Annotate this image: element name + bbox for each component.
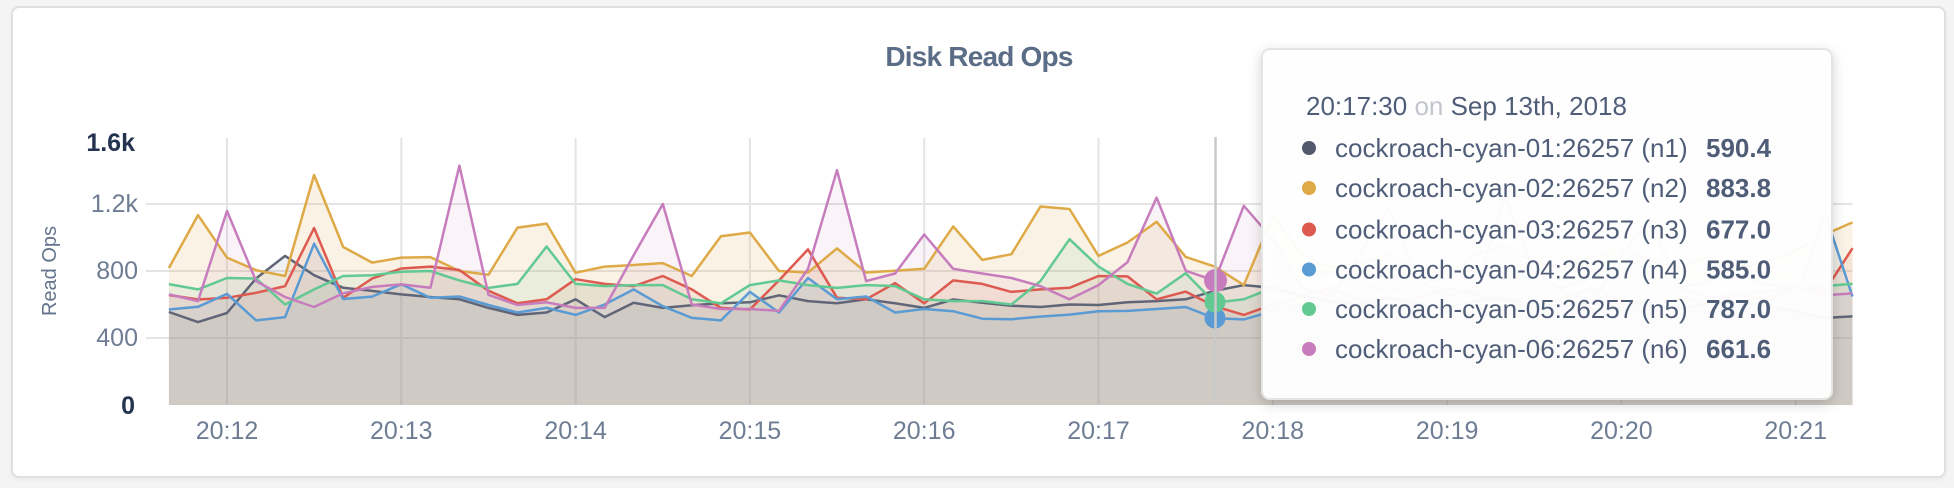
svg-text:20:15: 20:15 [719, 417, 782, 445]
svg-text:800: 800 [96, 257, 138, 285]
svg-text:1.2k: 1.2k [91, 190, 139, 218]
svg-text:20:16: 20:16 [893, 417, 956, 445]
svg-text:20:17: 20:17 [1067, 417, 1130, 445]
svg-text:787.0: 787.0 [1706, 294, 1771, 324]
svg-text:Disk Read Ops: Disk Read Ops [885, 41, 1072, 72]
svg-text:400: 400 [96, 324, 138, 352]
svg-text:20:19: 20:19 [1416, 417, 1479, 445]
svg-text:20:13: 20:13 [370, 417, 433, 445]
svg-text:20:21: 20:21 [1764, 417, 1827, 445]
svg-text:cockroach-cyan-04:26257 (n4): cockroach-cyan-04:26257 (n4) [1335, 255, 1688, 285]
svg-text:20:18: 20:18 [1242, 417, 1305, 445]
svg-text:661.6: 661.6 [1706, 334, 1771, 364]
svg-text:883.8: 883.8 [1706, 173, 1771, 203]
svg-text:cockroach-cyan-03:26257 (n3): cockroach-cyan-03:26257 (n3) [1335, 215, 1688, 245]
svg-text:20:12: 20:12 [196, 417, 259, 445]
svg-text:677.0: 677.0 [1706, 215, 1771, 245]
svg-text:1.6k: 1.6k [86, 129, 135, 157]
svg-text:cockroach-cyan-02:26257 (n2): cockroach-cyan-02:26257 (n2) [1335, 173, 1688, 203]
svg-text:20:17:30 on Sep 13th, 2018: 20:17:30 on Sep 13th, 2018 [1306, 91, 1627, 121]
svg-text:0: 0 [121, 392, 135, 420]
svg-text:Read Ops: Read Ops [39, 226, 61, 316]
svg-text:cockroach-cyan-05:26257 (n5): cockroach-cyan-05:26257 (n5) [1335, 294, 1688, 324]
svg-text:590.4: 590.4 [1706, 133, 1772, 163]
svg-text:20:14: 20:14 [544, 417, 607, 445]
svg-text:20:20: 20:20 [1590, 417, 1653, 445]
svg-text:cockroach-cyan-06:26257 (n6): cockroach-cyan-06:26257 (n6) [1335, 334, 1688, 364]
svg-text:cockroach-cyan-01:26257 (n1): cockroach-cyan-01:26257 (n1) [1335, 133, 1688, 163]
svg-text:585.0: 585.0 [1706, 255, 1771, 285]
